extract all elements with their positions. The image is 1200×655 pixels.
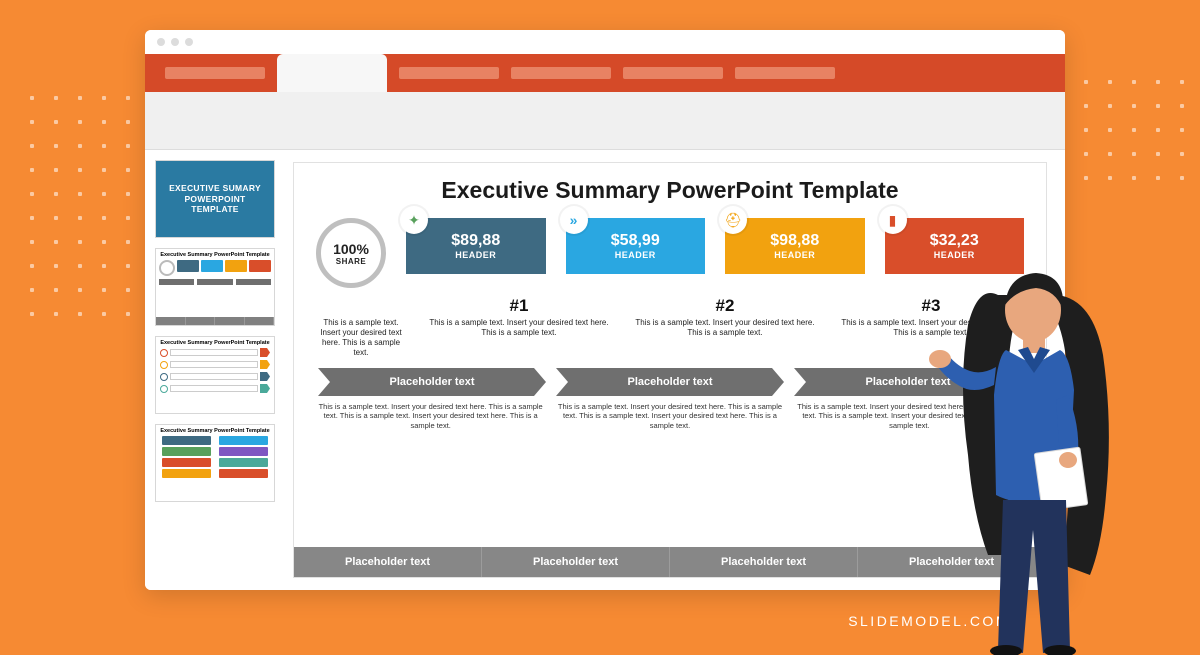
arrow-chip: Placeholder text	[556, 368, 784, 396]
rank-number: #1	[426, 296, 612, 316]
card-label: HEADER	[615, 250, 656, 260]
thumbnail-4[interactable]: Executive Summary PowerPoint Template	[155, 424, 275, 502]
thumbnail-title: EXECUTIVE SUMARY POWERPOINT TEMPLATE	[160, 183, 270, 215]
header-card-2: » $58,99 HEADER	[566, 218, 706, 274]
slide-thumbnails: EXECUTIVE SUMARY POWERPOINT TEMPLATE Exe…	[145, 150, 285, 590]
ribbon-tabs	[145, 54, 1065, 92]
sample-text: This is a sample text. Insert your desir…	[426, 318, 612, 338]
rank-col-1: #1 This is a sample text. Insert your de…	[426, 296, 612, 358]
footer-cell: Placeholder text	[482, 547, 670, 577]
rank-col-2: #2 This is a sample text. Insert your de…	[632, 296, 818, 358]
thumbnail-1[interactable]: EXECUTIVE SUMARY POWERPOINT TEMPLATE	[155, 160, 275, 238]
header-card-3: ⛑ $98,88 HEADER	[725, 218, 865, 274]
chevron-icon: »	[560, 206, 588, 234]
arrow-chip: Placeholder text	[318, 368, 546, 396]
footer-cell: Placeholder text	[670, 547, 858, 577]
header-card-1: ✦ $89,88 HEADER	[406, 218, 546, 274]
leaf-icon: ✦	[400, 206, 428, 234]
worker-icon: ⛑	[719, 206, 747, 234]
sample-text: This is a sample text. Insert your desir…	[555, 402, 784, 430]
thumbnail-3[interactable]: Executive Summary PowerPoint Template	[155, 336, 275, 414]
share-circle: 100% SHARE	[316, 218, 386, 288]
ribbon-tab-active[interactable]	[277, 54, 387, 92]
card-price: $98,88	[770, 232, 819, 250]
share-label: SHARE	[336, 257, 367, 266]
sample-text: This is a sample text. Insert your desir…	[316, 318, 406, 358]
ribbon-toolbar	[145, 92, 1065, 150]
sample-text: This is a sample text. Insert your desir…	[316, 402, 545, 430]
card-price: $89,88	[451, 232, 500, 250]
presenter-illustration	[918, 255, 1138, 655]
card-label: HEADER	[455, 250, 496, 260]
share-value: 100%	[333, 241, 369, 257]
sample-text: This is a sample text. Insert your desir…	[632, 318, 818, 338]
window-controls	[145, 30, 1065, 54]
card-price: $32,23	[930, 232, 979, 250]
slide-title: Executive Summary PowerPoint Template	[316, 177, 1024, 204]
window-dot	[185, 38, 193, 46]
window-dot	[171, 38, 179, 46]
window-dot	[157, 38, 165, 46]
bg-dots-right	[1050, 70, 1200, 200]
ribbon-tab[interactable]	[399, 67, 499, 79]
ribbon-tab[interactable]	[511, 67, 611, 79]
card-price: $58,99	[611, 232, 660, 250]
footer-cell: Placeholder text	[294, 547, 482, 577]
rank-number: #2	[632, 296, 818, 316]
card-label: HEADER	[774, 250, 815, 260]
ribbon-tab[interactable]	[735, 67, 835, 79]
building-icon: ▮	[879, 206, 907, 234]
bg-dots-left	[20, 86, 145, 336]
ribbon-tab[interactable]	[623, 67, 723, 79]
sample-col: This is a sample text. Insert your desir…	[316, 296, 406, 358]
thumbnail-2[interactable]: Executive Summary PowerPoint Template	[155, 248, 275, 326]
ribbon-tab[interactable]	[165, 67, 265, 79]
